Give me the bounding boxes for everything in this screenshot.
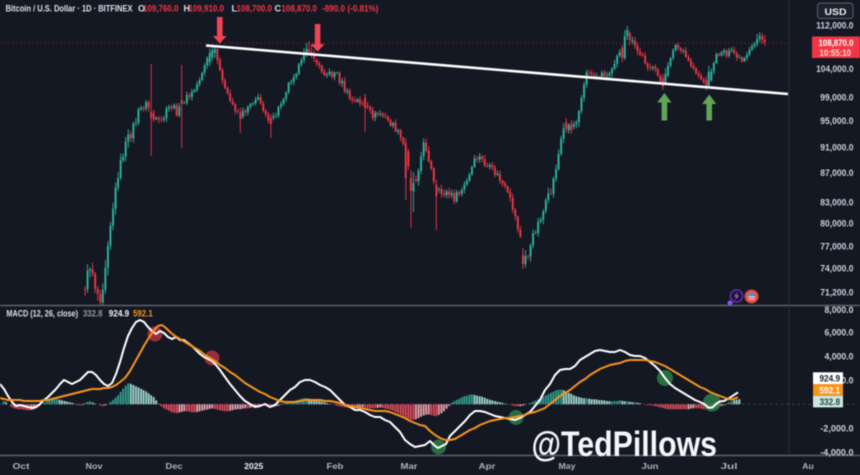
svg-text:91,000.0: 91,000.0 (820, 143, 853, 154)
svg-text:112,000.0: 112,000.0 (816, 21, 853, 32)
svg-text:924.9: 924.9 (820, 374, 841, 385)
svg-text:109,910.0: 109,910.0 (189, 4, 225, 14)
svg-text:108,870.0: 108,870.0 (819, 38, 854, 49)
svg-text:USD: USD (825, 7, 847, 18)
svg-text:-4,000.0: -4,000.0 (820, 448, 853, 459)
svg-text:924.9: 924.9 (109, 309, 129, 319)
svg-text:Feb: Feb (327, 461, 344, 471)
svg-text:99,000.0: 99,000.0 (820, 93, 853, 104)
svg-text:Mar: Mar (401, 461, 419, 471)
svg-text:95,000.0: 95,000.0 (820, 116, 853, 127)
svg-text:-2,000.0: -2,000.0 (820, 424, 853, 435)
svg-text:83,000.0: 83,000.0 (820, 198, 853, 209)
svg-text:Nov: Nov (86, 461, 103, 471)
svg-text:C: C (275, 4, 282, 14)
svg-text:10:55:10: 10:55:10 (820, 48, 852, 59)
svg-text:4,000.0: 4,000.0 (824, 352, 853, 363)
svg-text:Au: Au (802, 461, 814, 471)
svg-text:108,870.0: 108,870.0 (282, 4, 318, 14)
svg-text:8,000.0: 8,000.0 (824, 305, 853, 316)
svg-text:592.1: 592.1 (133, 309, 153, 319)
svg-text:Jun: Jun (642, 461, 659, 471)
svg-text:L: L (232, 4, 238, 14)
svg-text:592.1: 592.1 (820, 385, 841, 396)
svg-text:May: May (559, 461, 576, 471)
svg-text:Oct: Oct (13, 461, 30, 471)
svg-text:108,700.0: 108,700.0 (237, 4, 273, 14)
svg-text:Jul: Jul (721, 461, 738, 471)
svg-text:80,000.0: 80,000.0 (820, 219, 853, 230)
svg-text:77,000.0: 77,000.0 (820, 242, 853, 253)
svg-text:104,000.0: 104,000.0 (816, 64, 853, 75)
svg-text:Apr: Apr (479, 461, 497, 471)
svg-text:6,000.0: 6,000.0 (824, 328, 853, 339)
svg-text:@TedPillows: @TedPillows (532, 425, 718, 464)
svg-text:109,760.0: 109,760.0 (143, 4, 179, 14)
svg-text:Dec: Dec (166, 461, 183, 471)
svg-text:O: O (138, 4, 145, 14)
svg-text:87,000.0: 87,000.0 (820, 168, 853, 179)
svg-text:MACD (12, 26, close): MACD (12, 26, close) (6, 309, 78, 319)
svg-text:332.8: 332.8 (83, 309, 102, 319)
svg-text:Bitcoin / U.S. Dollar · 1D · B: Bitcoin / U.S. Dollar · 1D · BITFINEX (6, 4, 133, 14)
svg-text:74,000.0: 74,000.0 (820, 264, 853, 275)
svg-text:2025: 2025 (244, 461, 263, 471)
svg-text:71,200.0: 71,200.0 (820, 288, 853, 299)
svg-text:H: H (184, 4, 191, 14)
svg-text:332.8: 332.8 (820, 397, 841, 408)
svg-text:-890.0 (-0.81%): -890.0 (-0.81%) (322, 4, 379, 14)
